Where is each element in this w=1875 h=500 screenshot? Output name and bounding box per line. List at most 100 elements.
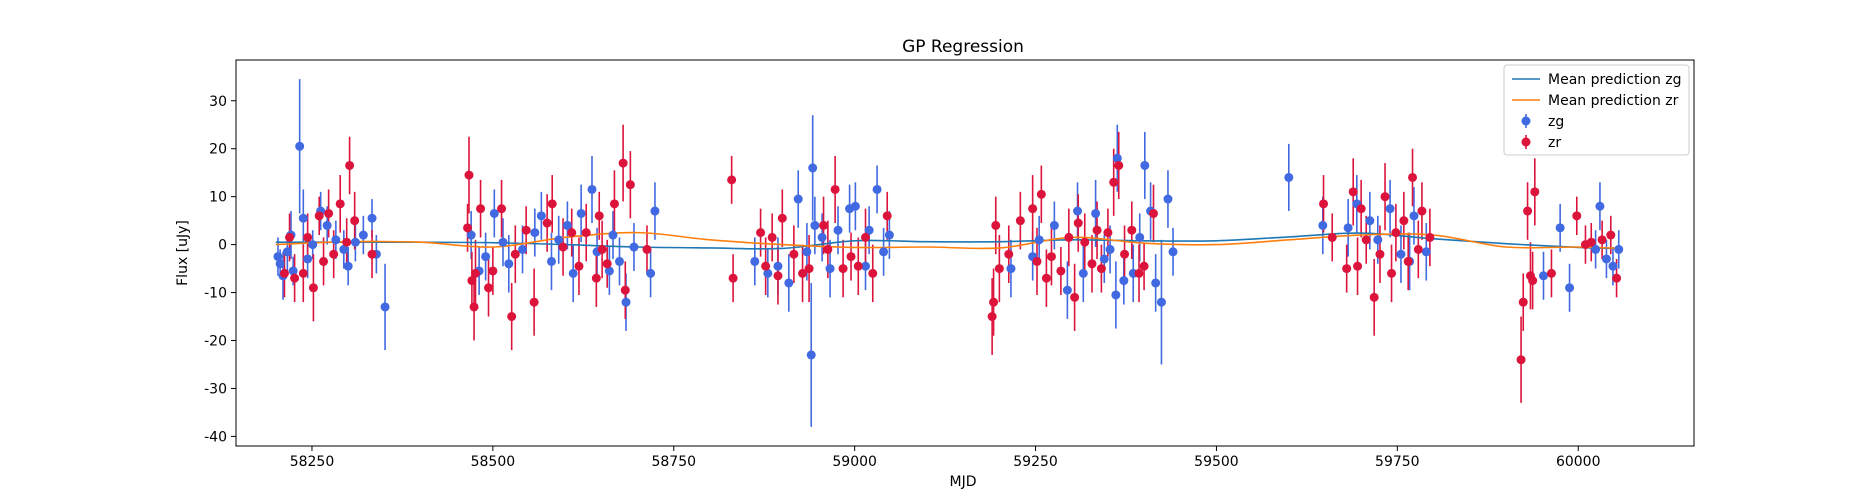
- data-point-zr: [1139, 261, 1149, 271]
- data-point-zr: [620, 285, 630, 295]
- data-point-zr: [1425, 232, 1435, 242]
- data-point-zg: [793, 194, 803, 204]
- data-point-zg: [604, 266, 614, 276]
- data-point-zr: [476, 204, 486, 214]
- data-point-zg: [367, 213, 377, 223]
- data-point-zr: [1342, 264, 1352, 274]
- data-point-zg: [1112, 153, 1122, 163]
- data-point-zg: [1073, 206, 1083, 216]
- data-point-zr: [1041, 273, 1051, 283]
- data-point-zr: [994, 264, 1004, 274]
- data-point-zr: [1572, 211, 1582, 221]
- data-point-zr: [1612, 273, 1622, 283]
- data-point-zg: [1365, 216, 1375, 226]
- data-point-zg: [1284, 172, 1294, 182]
- data-point-zr: [345, 160, 355, 170]
- data-point-zr: [602, 259, 612, 269]
- data-point-zr: [1096, 264, 1106, 274]
- data-point-zr: [1523, 206, 1533, 216]
- y-axis: -40 -30 -20 -10 0 10 20 30: [204, 94, 236, 445]
- data-point-zr: [471, 268, 481, 278]
- mean-prediction-line-zg: [275, 232, 1622, 250]
- data-point-zr: [1004, 249, 1014, 259]
- data-point-zr: [507, 312, 517, 322]
- data-point-zr: [1070, 292, 1080, 302]
- data-point-zr: [1087, 259, 1097, 269]
- data-point-zg: [864, 225, 874, 235]
- data-point-zr: [488, 266, 498, 276]
- data-point-zg: [498, 237, 508, 247]
- data-point-zr: [1391, 228, 1401, 238]
- data-point-zg: [568, 268, 578, 278]
- data-point-zg: [650, 206, 660, 216]
- data-point-zr: [987, 312, 997, 322]
- data-point-zr: [1408, 172, 1418, 182]
- data-point-zr: [767, 232, 777, 242]
- data-point-zg: [850, 201, 860, 211]
- data-point-zr: [558, 242, 568, 252]
- data-point-zg: [608, 230, 618, 240]
- data-point-zg: [1614, 244, 1624, 254]
- data-point-zg: [1034, 235, 1044, 245]
- data-point-zr: [609, 199, 619, 209]
- data-point-zr: [830, 184, 840, 194]
- data-point-zg: [1156, 297, 1166, 307]
- data-point-zr: [319, 256, 329, 266]
- data-point-zr: [279, 268, 289, 278]
- data-point-zg: [489, 208, 499, 218]
- data-point-zr: [1403, 256, 1413, 266]
- data-point-zg: [1091, 208, 1101, 218]
- data-point-zr: [618, 158, 628, 168]
- data-point-zr: [1369, 292, 1379, 302]
- x-tick-label: 60000: [1556, 454, 1601, 470]
- data-point-zr: [642, 244, 652, 254]
- data-point-zr: [308, 283, 318, 293]
- data-point-zr: [853, 261, 863, 271]
- data-point-zr: [761, 261, 771, 271]
- y-tick-label: 30: [209, 94, 227, 110]
- data-point-zg: [1565, 283, 1575, 293]
- data-point-zg: [1049, 220, 1059, 230]
- data-point-zr: [1148, 208, 1158, 218]
- x-tick-label: 59250: [1013, 454, 1058, 470]
- data-point-zg: [339, 244, 349, 254]
- y-tick-label: -40: [204, 429, 227, 445]
- data-point-zr: [542, 218, 552, 228]
- data-point-zg: [825, 264, 835, 274]
- data-point-zg: [621, 297, 631, 307]
- y-tick-label: 20: [209, 142, 227, 158]
- data-point-zr: [350, 216, 360, 226]
- data-point-zg: [350, 237, 360, 247]
- x-tick-label: 58250: [290, 454, 335, 470]
- legend-entry-label: zr: [1548, 135, 1561, 151]
- data-point-zr: [594, 211, 604, 221]
- data-point-zr: [1399, 216, 1409, 226]
- data-point-zr: [329, 249, 339, 259]
- data-point-zg: [872, 184, 882, 194]
- data-point-zr: [1127, 225, 1137, 235]
- legend: Mean prediction zg Mean prediction zr zg zr: [1503, 64, 1690, 156]
- data-point-zg: [273, 252, 283, 262]
- data-point-zr: [497, 204, 507, 214]
- data-point-zg: [1062, 285, 1072, 295]
- y-axis-label: Flux [uJy]: [175, 220, 191, 286]
- data-point-zr: [819, 220, 829, 230]
- data-point-zr: [1356, 204, 1366, 214]
- data-point-zr: [342, 237, 352, 247]
- data-point-zr: [1073, 218, 1083, 228]
- data-point-zg: [518, 244, 528, 254]
- data-point-zr: [756, 228, 766, 238]
- data-point-zr: [574, 261, 584, 271]
- data-point-zg: [784, 278, 794, 288]
- chart-title: GP Regression: [902, 37, 1024, 57]
- data-point-zr: [510, 249, 520, 259]
- data-point-zr: [846, 252, 856, 262]
- data-point-zg: [530, 228, 540, 238]
- data-point-zg: [1591, 244, 1601, 254]
- data-point-zr: [1413, 244, 1423, 254]
- data-point-zg: [466, 230, 476, 240]
- data-point-zr: [882, 211, 892, 221]
- data-point-zr: [285, 232, 295, 242]
- data-point-zg: [343, 261, 353, 271]
- x-tick-label: 58750: [651, 454, 696, 470]
